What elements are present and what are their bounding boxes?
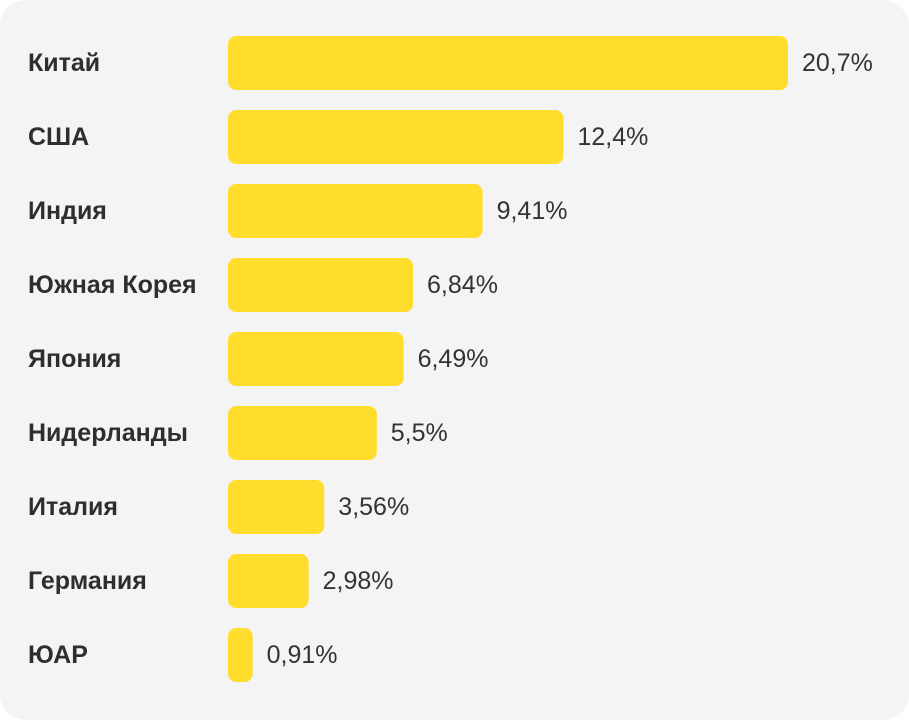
category-label: Южная Корея <box>28 271 197 299</box>
value-label: 12,4% <box>577 123 648 151</box>
category-label: Нидерланды <box>28 419 188 447</box>
bar <box>228 258 414 312</box>
bar <box>228 554 309 608</box>
category-label: Германия <box>28 567 147 595</box>
value-label: 2,98% <box>323 567 394 595</box>
value-label: 20,7% <box>802 49 873 77</box>
bar <box>228 36 788 90</box>
bar <box>228 480 325 534</box>
bar <box>228 110 564 164</box>
value-label: 6,84% <box>427 271 498 299</box>
category-label: ЮАР <box>28 641 88 669</box>
category-label: Китай <box>28 49 100 77</box>
value-label: 3,56% <box>338 493 409 521</box>
category-label: США <box>28 123 89 151</box>
bar <box>228 184 483 238</box>
category-label: Индия <box>28 197 107 225</box>
category-label: Япония <box>28 345 121 373</box>
bar <box>228 628 253 682</box>
category-label: Италия <box>28 493 118 521</box>
value-label: 9,41% <box>497 197 568 225</box>
bar <box>228 332 404 386</box>
bar <box>228 406 377 460</box>
value-label: 6,49% <box>418 345 489 373</box>
value-label: 5,5% <box>391 419 448 447</box>
value-label: 0,91% <box>267 641 338 669</box>
